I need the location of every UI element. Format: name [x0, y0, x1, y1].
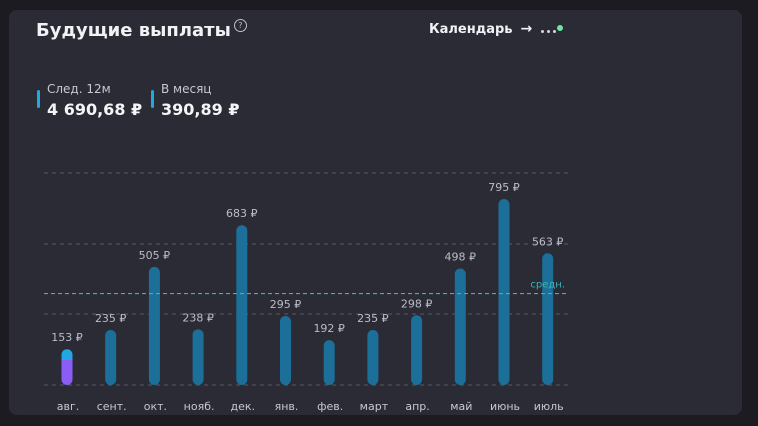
stat-label: След. 12м [47, 82, 111, 96]
stat-value: 390,89 ₽ [161, 100, 240, 119]
data-label: 295 ₽ [270, 298, 302, 311]
x-tick-label: апр. [405, 400, 429, 413]
bar-янв. [280, 315, 291, 385]
x-tick-label: март [360, 400, 389, 413]
data-label: 563 ₽ [532, 235, 564, 248]
arrow-right-icon: → [520, 21, 533, 37]
stat-next-12-months: След. 12м 4 690,68 ₽ [37, 82, 142, 119]
bar-авг. [61, 349, 73, 385]
notification-dot [557, 25, 563, 31]
stat-marker [37, 90, 40, 108]
stat-label: В месяц [161, 82, 212, 96]
x-tick-label: окт. [144, 400, 167, 413]
more-dots-icon [541, 30, 556, 33]
page-title: Будущие выплаты [36, 20, 231, 41]
x-tick-label: янв. [275, 400, 299, 413]
x-tick-label: май [450, 400, 472, 413]
data-label: 235 ₽ [95, 312, 127, 325]
x-tick-label: июль [534, 400, 564, 413]
data-label: 505 ₽ [139, 249, 171, 262]
bar-окт. [148, 266, 160, 385]
x-tick-label: фев. [317, 400, 343, 413]
stat-value: 4 690,68 ₽ [47, 100, 143, 119]
data-label: 683 ₽ [226, 207, 258, 220]
calendar-link-label: Календарь [429, 21, 513, 37]
stat-per-month: В месяц 390,89 ₽ [151, 82, 239, 119]
data-label: 235 ₽ [357, 312, 389, 325]
stat-marker [151, 90, 154, 108]
data-label: 238 ₽ [182, 311, 214, 324]
data-label: 298 ₽ [401, 297, 433, 310]
data-label: 153 ₽ [51, 331, 83, 344]
future-payouts-card: Будущие выплаты ? Календарь → След. 12м … [9, 10, 742, 415]
bar-июль [542, 253, 554, 385]
bar-март [367, 330, 379, 385]
title-row: Будущие выплаты ? [36, 19, 247, 42]
calendar-link[interactable]: Календарь → [429, 21, 532, 37]
data-label: 192 ₽ [313, 322, 345, 335]
payouts-bar-chart: 153 ₽ авг. 235 ₽ сент. 505 ₽ окт. 238 ₽ нояб. 68… [44, 172, 569, 413]
average-label: средн. [530, 280, 565, 291]
more-options-button[interactable] [540, 19, 563, 41]
bar-май [454, 268, 466, 385]
bar-дек. [236, 225, 248, 385]
x-tick-label: нояб. [184, 400, 215, 413]
bar-фев. [323, 340, 335, 385]
x-tick-label: июнь [490, 400, 520, 413]
help-icon[interactable]: ? [233, 19, 247, 32]
bar-нояб. [192, 329, 204, 385]
data-label: 498 ₽ [445, 250, 477, 263]
bar-апр. [411, 315, 423, 385]
data-label: 795 ₽ [488, 181, 520, 194]
x-tick-label: дек. [231, 400, 256, 413]
x-tick-label: сент. [97, 400, 127, 413]
bar-июнь [498, 199, 510, 385]
bar-сент. [105, 330, 117, 385]
x-tick-label: авг. [57, 400, 80, 413]
